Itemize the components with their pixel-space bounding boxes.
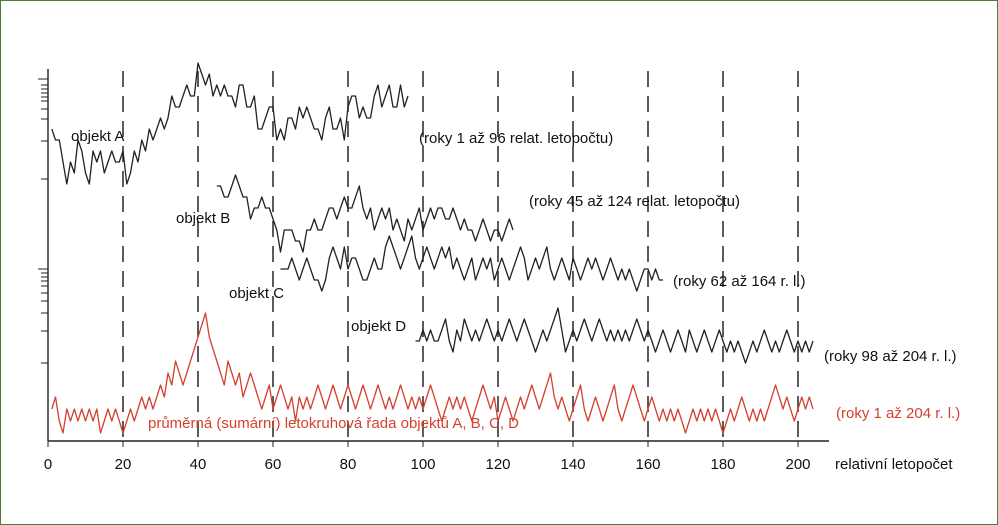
x-tick-label-60: 60 xyxy=(265,456,282,473)
x-tick-label-180: 180 xyxy=(710,456,735,473)
x-tick-label-120: 120 xyxy=(485,456,510,473)
range-label-a: (roky 1 až 96 relat. letopočtu) xyxy=(419,130,613,147)
x-tick-label-0: 0 xyxy=(44,456,52,473)
range-label-average: (roky 1 až 204 r. l.) xyxy=(836,405,960,422)
series-line-b xyxy=(216,174,514,253)
range-label-d: (roky 98 až 204 r. l.) xyxy=(824,348,957,365)
x-axis-label: relativní letopočet xyxy=(835,456,953,473)
x-tick-label-20: 20 xyxy=(115,456,132,473)
x-tick-label-40: 40 xyxy=(190,456,207,473)
series-line-avg xyxy=(51,312,814,434)
range-label-c: (roky 62 až 164 r. l.) xyxy=(673,273,806,290)
x-tick-label-80: 80 xyxy=(340,456,357,473)
x-tick-label-200: 200 xyxy=(785,456,810,473)
x-tick-label-140: 140 xyxy=(560,456,585,473)
series-label-average: průměrná (sumární) letokruhová řada obje… xyxy=(148,415,519,432)
series-line-a xyxy=(51,62,409,185)
x-tick-label-160: 160 xyxy=(635,456,660,473)
series-label-b: objekt B xyxy=(176,210,230,227)
y-axis-ticks xyxy=(38,78,48,364)
series-label-c: objekt C xyxy=(229,285,284,302)
series-line-d xyxy=(415,307,814,364)
series-label-a: objekt A xyxy=(71,128,124,145)
x-tick-label-100: 100 xyxy=(410,456,435,473)
range-label-b: (roky 45 až 124 relat. letopočtu) xyxy=(529,193,740,210)
series-label-d: objekt D xyxy=(351,318,406,335)
series-line-c xyxy=(280,235,663,292)
